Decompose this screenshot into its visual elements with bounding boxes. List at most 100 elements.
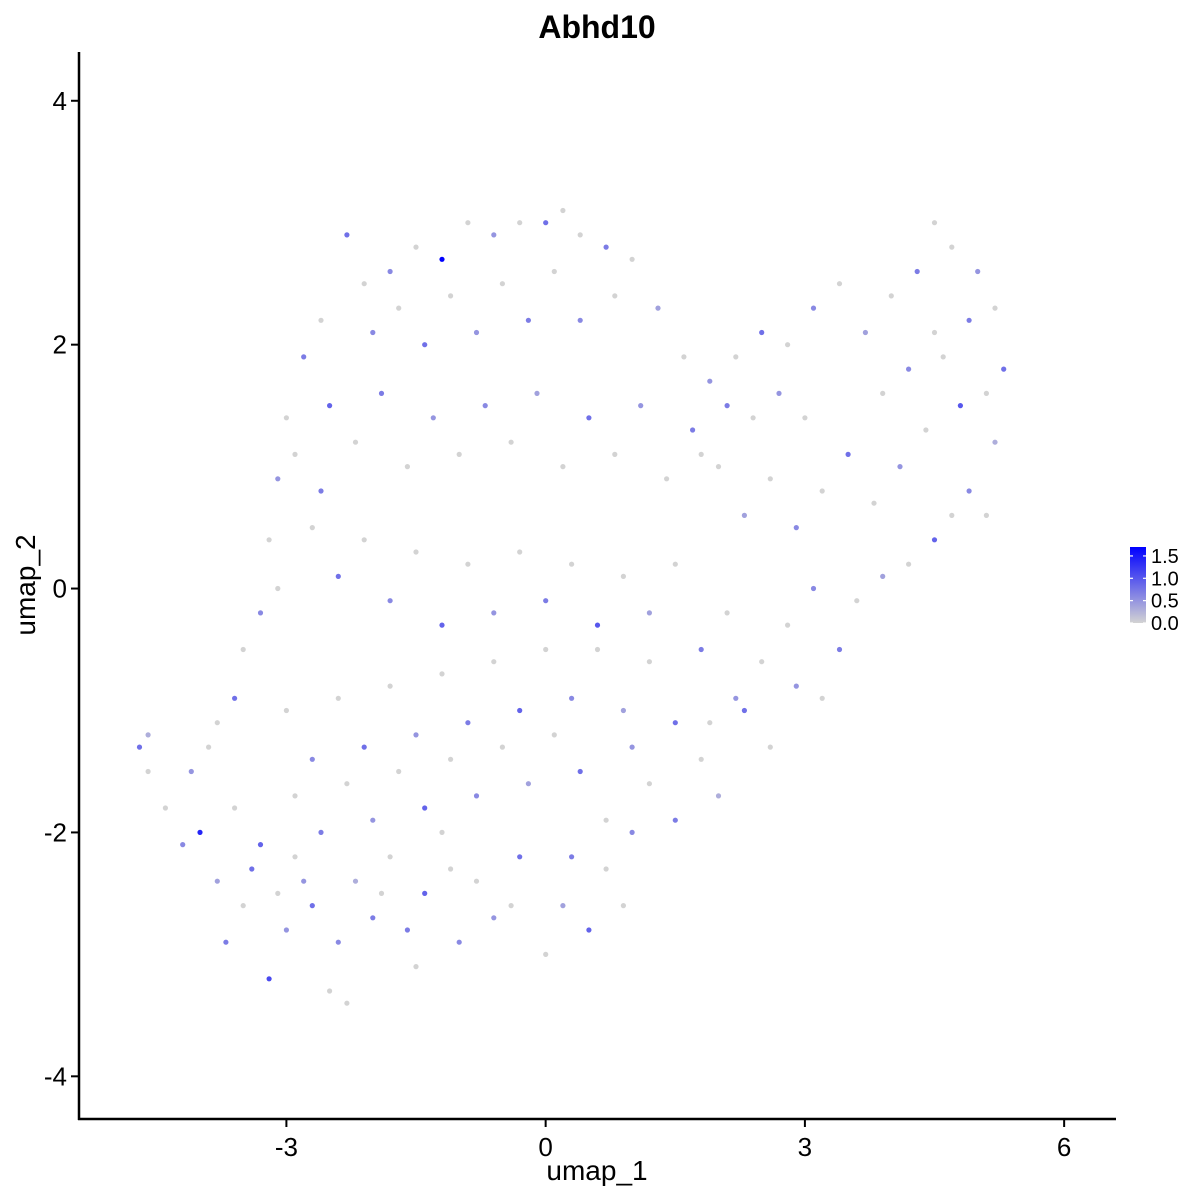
data-point [309,756,315,762]
data-point [793,525,799,531]
data-point [543,598,549,604]
data-point [983,512,990,519]
data-point [240,646,246,653]
data-point [750,415,756,421]
data-point [456,451,462,457]
data-point [810,305,817,311]
data-point [318,829,324,836]
data-point [335,695,341,701]
data-point [361,281,367,287]
data-point [180,842,186,848]
data-point [629,256,635,262]
data-point [499,744,505,750]
points-layer [136,207,1007,1006]
data-point [543,220,549,226]
x-axis-ticks: -3 0 3 6 [275,1119,1071,1162]
data-point [335,573,341,580]
data-point [793,683,799,689]
data-point [344,232,350,238]
data-point [759,659,765,665]
data-point [741,707,748,714]
data-point [257,610,264,616]
data-point [785,622,791,628]
data-point [957,403,964,409]
data-point [491,659,497,665]
data-point [906,366,912,372]
colorbar-tick-label: 0.0 [1151,613,1179,635]
data-point [448,866,454,872]
data-point [387,683,393,689]
data-point [309,525,315,531]
data-point [603,866,609,872]
colorbar [1130,547,1146,623]
data-point [733,695,739,701]
data-point [508,439,514,445]
data-point [646,659,653,665]
data-point [646,781,653,787]
data-point [249,866,255,872]
data-point [283,707,289,714]
data-point [327,988,333,994]
data-point [698,646,704,653]
data-point [214,720,220,726]
data-point [361,537,367,543]
data-point [473,878,480,884]
data-point [664,476,670,482]
data-point [638,403,644,409]
data-point [465,561,471,567]
data-point [620,707,627,714]
data-point [378,890,385,897]
data-point [620,903,627,909]
data-point [983,390,990,396]
data-point [292,854,298,860]
data-point [309,903,315,909]
data-point [767,744,773,750]
data-point [551,268,557,275]
data-point [690,427,696,433]
data-point [517,220,523,226]
data-point [145,768,151,775]
data-point [162,805,168,811]
data-point [292,793,298,799]
data-point [318,317,324,323]
data-point [577,768,583,775]
data-point [681,354,687,360]
data-point [569,695,575,701]
data-point [759,329,765,336]
data-point [508,903,514,909]
data-point [931,329,938,336]
data-point [560,207,566,214]
data-point [612,293,618,299]
data-point [672,817,678,823]
data-point [603,817,609,823]
data-point [275,585,281,592]
data-point [586,415,592,421]
y-axis-title: umap_2 [10,534,41,635]
data-point [275,890,281,897]
data-point [396,768,402,775]
data-point [439,622,445,628]
data-point [629,744,635,750]
data-point [188,768,194,775]
data-point [448,293,454,299]
data-point [370,915,376,921]
colorbar-tick-label: 0.5 [1151,591,1179,613]
data-point [966,317,972,323]
plot-title: Abhd10 [538,9,655,45]
data-point [949,244,955,250]
data-point [620,573,627,580]
data-point [283,415,289,421]
data-point [136,744,143,750]
data-point [992,305,998,311]
data-point [802,415,808,421]
data-point [845,451,851,457]
data-point [594,646,601,653]
data-point [914,268,920,275]
data-point [785,342,791,348]
data-point [672,561,678,567]
y-tick-label: 2 [53,330,67,360]
color-legend: 0.00.51.01.5 [1130,546,1179,635]
data-point [1001,366,1007,372]
data-point [361,744,367,750]
